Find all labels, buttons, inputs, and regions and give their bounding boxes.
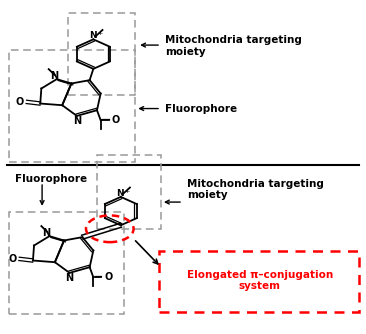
Bar (159, 250, 359, 312)
Text: O: O (104, 272, 113, 282)
Text: N$^+$: N$^+$ (116, 187, 131, 199)
Bar (9, 50, 135, 162)
Text: Elongated π–conjugation
system: Elongated π–conjugation system (187, 270, 333, 291)
Text: Fluorophore: Fluorophore (15, 174, 87, 184)
Text: N: N (73, 116, 81, 126)
Bar (68, 13, 135, 95)
Text: N: N (50, 71, 58, 81)
Text: O: O (112, 115, 120, 125)
Bar (9, 212, 124, 314)
Text: Fluorophore: Fluorophore (165, 104, 237, 114)
Text: N: N (42, 228, 51, 238)
Text: Mitochondria targeting
moiety: Mitochondria targeting moiety (187, 179, 324, 200)
Text: Mitochondria targeting
moiety: Mitochondria targeting moiety (165, 35, 302, 57)
Text: O: O (16, 97, 24, 107)
Text: O: O (8, 254, 16, 264)
Text: N: N (66, 273, 74, 283)
Text: N$^+$: N$^+$ (89, 29, 104, 41)
Bar (97, 155, 161, 229)
